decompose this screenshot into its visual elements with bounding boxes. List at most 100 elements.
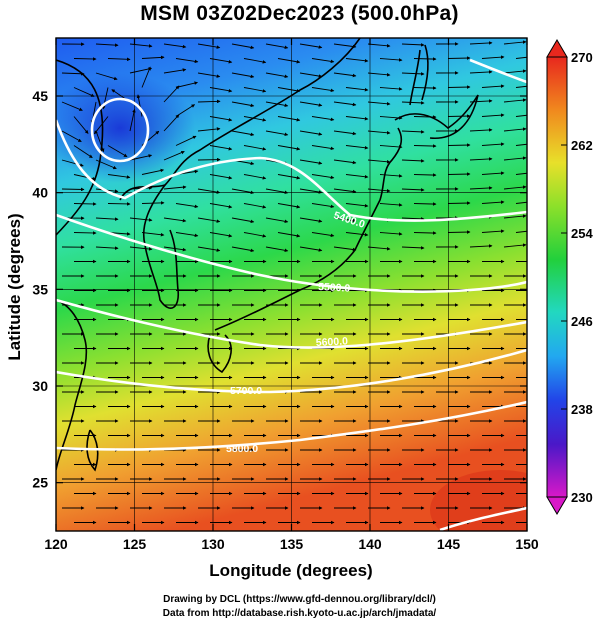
wind-arrow xyxy=(136,94,143,117)
wind-arrow xyxy=(129,43,153,48)
wind-arrow xyxy=(265,217,289,224)
y-tick-label: 40 xyxy=(32,185,48,201)
wind-arrow xyxy=(265,43,289,50)
wind-arrow xyxy=(367,72,391,77)
wind-arrow xyxy=(95,72,118,81)
credit-data: Data from http://database.rish.kyoto-u.a… xyxy=(162,607,437,619)
wind-arrow xyxy=(299,246,323,252)
wind-arrow xyxy=(401,72,425,76)
wind-arrow xyxy=(231,188,255,195)
wind-arrow xyxy=(481,171,505,175)
wind-arrow xyxy=(413,86,437,90)
wind-arrow xyxy=(345,145,369,150)
wind-arrow xyxy=(413,57,437,61)
wind-arrow xyxy=(73,87,95,97)
wind-arrow xyxy=(503,185,527,190)
wind-arrow xyxy=(277,145,301,151)
wind-arrow xyxy=(107,57,131,62)
credits: Drawing by DCL (https://www.gfd-dennou.o… xyxy=(0,593,599,620)
wind-arrow xyxy=(481,229,505,233)
wind-arrow xyxy=(333,246,357,252)
wind-arrow xyxy=(163,114,180,132)
wind-arrow xyxy=(129,154,153,161)
wind-arrow xyxy=(141,232,165,237)
wind-arrow xyxy=(503,69,527,74)
colorbar-tick-label: 246 xyxy=(571,314,593,329)
wind-arrow xyxy=(197,188,221,194)
wind-arrow xyxy=(503,243,527,248)
y-tick-label: 45 xyxy=(32,88,48,104)
wind-arrow xyxy=(311,203,335,209)
credit-drawing: Drawing by DCL (https://www.gfd-dennou.o… xyxy=(163,594,436,605)
wind-arrow xyxy=(265,246,289,253)
wind-arrow xyxy=(175,58,199,64)
wind-arrow xyxy=(197,127,221,132)
temperature-shading xyxy=(56,38,527,531)
y-tick-label: 25 xyxy=(32,475,48,491)
wind-arrow xyxy=(141,168,165,175)
wind-arrow xyxy=(243,232,267,238)
wind-arrow xyxy=(311,116,335,122)
contour-label: 5700.0 xyxy=(230,385,262,397)
wind-arrow xyxy=(243,58,267,64)
wind-arrow xyxy=(265,72,289,79)
wind-arrow xyxy=(367,130,391,135)
wind-arrow xyxy=(469,157,493,161)
colorbar-max-arrow xyxy=(546,39,568,58)
contour-label: 5600.0 xyxy=(316,335,349,349)
wind-arrow xyxy=(469,128,493,132)
wind-arrow xyxy=(379,58,403,62)
wind-arrow xyxy=(413,202,437,206)
wind-arrow xyxy=(231,246,255,253)
wind-arrow xyxy=(469,99,493,103)
map-title: MSM 03Z02Dec2023 (500.0hPa) xyxy=(140,2,459,25)
wind-arrow xyxy=(73,145,93,159)
wind-arrow xyxy=(481,55,505,59)
wind-arrow xyxy=(277,87,301,93)
wind-arrow xyxy=(107,202,131,206)
wind-arrow xyxy=(333,217,357,223)
wind-arrow xyxy=(163,43,187,49)
wind-arrow xyxy=(299,188,323,194)
wind-arrow xyxy=(469,186,493,190)
wind-arrow xyxy=(379,87,403,91)
sakhalin-coast xyxy=(409,44,429,106)
wind-arrow xyxy=(265,101,289,108)
wind-arrow xyxy=(333,130,357,136)
wind-arrow xyxy=(481,200,505,204)
contour-label: 5800.0 xyxy=(226,443,258,455)
x-axis-label: Longitude (degrees) xyxy=(209,561,372,580)
wind-arrow xyxy=(197,246,221,252)
japan-honshu xyxy=(214,127,403,331)
wind-arrow xyxy=(197,72,221,78)
wind-arrow xyxy=(95,130,105,153)
wind-arrow xyxy=(95,159,117,170)
wind-arrow xyxy=(243,145,267,151)
wind-arrow xyxy=(94,116,109,135)
wind-arrow xyxy=(73,57,97,61)
wind-arrow xyxy=(61,101,83,111)
wind-arrow xyxy=(175,81,198,88)
colorbar-tick-label: 230 xyxy=(571,490,593,505)
korea-coast xyxy=(142,184,180,309)
wind-arrow xyxy=(73,174,97,181)
wind-arrow xyxy=(61,159,84,167)
wind-arrow xyxy=(503,127,527,132)
wind-arrow xyxy=(95,43,119,47)
wind-arrow xyxy=(401,43,425,47)
wind-arrow xyxy=(469,70,493,74)
wind-arrow xyxy=(129,246,153,251)
wind-arrow xyxy=(503,214,527,219)
wind-arrow xyxy=(367,101,391,106)
wind-arrow xyxy=(333,188,357,194)
wind-arrow xyxy=(367,159,391,164)
wind-arrow xyxy=(503,98,527,103)
wind-arrow xyxy=(379,174,403,178)
wind-arrow xyxy=(141,201,165,205)
wind-arrow xyxy=(129,108,136,132)
wind-arrow xyxy=(299,130,323,136)
wind-arrow xyxy=(175,232,199,238)
wind-arrow xyxy=(367,188,391,193)
wind-arrow xyxy=(243,87,267,93)
